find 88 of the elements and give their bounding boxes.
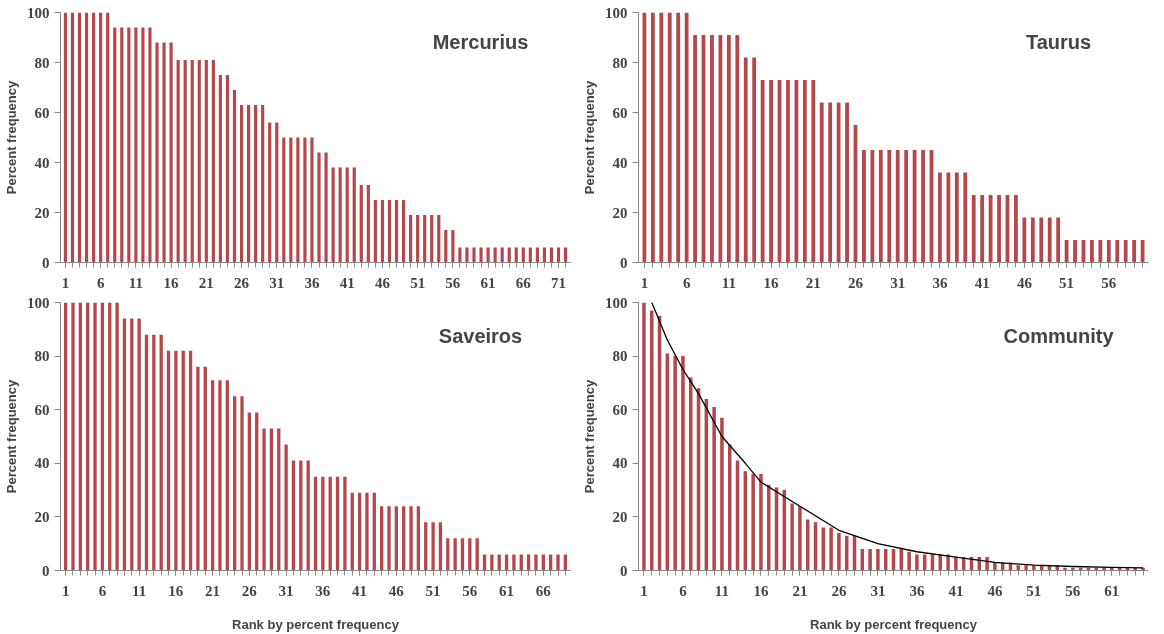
y-tick-label: 0 [620, 562, 628, 579]
x-tick-label: 11 [128, 274, 143, 291]
y-tick-label: 60 [34, 401, 50, 418]
x-tick-label: 61 [499, 582, 515, 599]
x-tick-label: 16 [168, 582, 184, 599]
x-tick-label: 26 [848, 274, 864, 291]
x-tick-label: 21 [198, 274, 214, 291]
x-tick-label: 6 [679, 582, 688, 599]
x-tick-label: 21 [805, 274, 821, 291]
y-tick-label: 40 [34, 455, 50, 472]
x-tick-label: 16 [163, 274, 180, 291]
y-tick-label: 60 [612, 401, 628, 418]
x-tick-label: 71 [551, 274, 567, 291]
x-tick-label: 21 [205, 582, 221, 599]
y-tick-label: 80 [34, 348, 50, 365]
x-tick-label: 21 [792, 582, 808, 599]
text: Saveiros [438, 324, 523, 347]
y-tick-label: 80 [612, 54, 628, 71]
y-tick-label: 0 [620, 254, 628, 271]
x-tick-label: 31 [269, 274, 285, 291]
y-axis-title: Percent frequency [4, 379, 19, 494]
y-tick-label: 20 [612, 204, 628, 221]
x-tick-label: 16 [753, 582, 769, 599]
y-tick-label: 60 [34, 104, 50, 121]
x-tick-label: 36 [932, 274, 948, 291]
x-tick-label: 41 [339, 274, 355, 291]
y-tick-label: 20 [34, 508, 50, 525]
x-tick-label: 51 [410, 274, 426, 291]
x-tick-label: 1 [640, 274, 649, 291]
y-tick-label: 100 [27, 294, 50, 311]
x-tick-label: 31 [870, 582, 886, 599]
text: Mercurius [432, 30, 529, 53]
x-tick-label: 6 [682, 274, 691, 291]
x-tick-label: 66 [535, 582, 552, 599]
y-tick-label: 100 [27, 4, 50, 21]
y-tick-label: 80 [612, 348, 628, 365]
y-tick-label: 0 [42, 254, 50, 271]
y-tick-label: 80 [34, 54, 50, 71]
x-tick-label: 41 [948, 582, 964, 599]
x-tick-label: 56 [445, 274, 461, 291]
x-tick-label: 46 [987, 582, 1003, 599]
y-tick-label: 20 [34, 204, 50, 221]
x-tick-label: 56 [1101, 274, 1117, 291]
x-tick-label: 51 [1059, 274, 1075, 291]
x-tick-label: 1 [640, 582, 648, 599]
x-axis-title: Rank by percent frequency [232, 616, 400, 632]
x-tick-label: 26 [241, 582, 258, 599]
x-tick-label: 66 [515, 274, 532, 291]
y-axis-title: Percent frequency [582, 379, 597, 494]
x-tick-label: 26 [234, 274, 250, 291]
y-tick-label: 100 [605, 294, 628, 311]
y-tick-label: 100 [605, 4, 628, 21]
text: Community [1003, 324, 1115, 347]
y-tick-label: 60 [612, 104, 628, 121]
x-tick-label: 61 [1104, 582, 1120, 599]
x-tick-label: 31 [278, 582, 294, 599]
y-tick-label: 0 [42, 562, 50, 579]
x-tick-label: 16 [763, 274, 780, 291]
x-axis-title: Rank by percent frequency [810, 616, 978, 632]
y-tick-label: 40 [612, 154, 628, 171]
x-tick-label: 56 [1065, 582, 1081, 599]
x-tick-label: 36 [315, 582, 331, 599]
x-tick-label: 61 [480, 274, 496, 291]
x-tick-label: 51 [1026, 582, 1042, 599]
x-tick-label: 26 [831, 582, 847, 599]
x-tick-label: 41 [352, 582, 368, 599]
x-tick-label: 51 [425, 582, 441, 599]
x-tick-label: 46 [1016, 274, 1033, 291]
x-tick-label: 36 [304, 274, 320, 291]
y-tick-label: 20 [612, 508, 628, 525]
y-axis-title: Percent frequency [582, 80, 597, 195]
x-tick-label: 46 [374, 274, 391, 291]
y-axis-title: Percent frequency [4, 80, 19, 195]
x-tick-label: 11 [721, 274, 736, 291]
x-tick-label: 31 [890, 274, 906, 291]
x-tick-label: 1 [61, 582, 70, 599]
x-tick-label: 41 [974, 274, 990, 291]
x-tick-label: 11 [714, 582, 730, 599]
y-tick-label: 40 [34, 154, 50, 171]
x-tick-label: 11 [132, 582, 147, 599]
x-tick-label: 36 [909, 582, 925, 599]
x-tick-label: 6 [98, 582, 107, 599]
x-tick-label: 46 [388, 582, 405, 599]
y-tick-label: 40 [612, 455, 628, 472]
x-tick-label: 6 [96, 274, 105, 291]
x-tick-label: 1 [61, 274, 70, 291]
text: Taurus [1025, 30, 1092, 53]
x-tick-label: 56 [462, 582, 478, 599]
